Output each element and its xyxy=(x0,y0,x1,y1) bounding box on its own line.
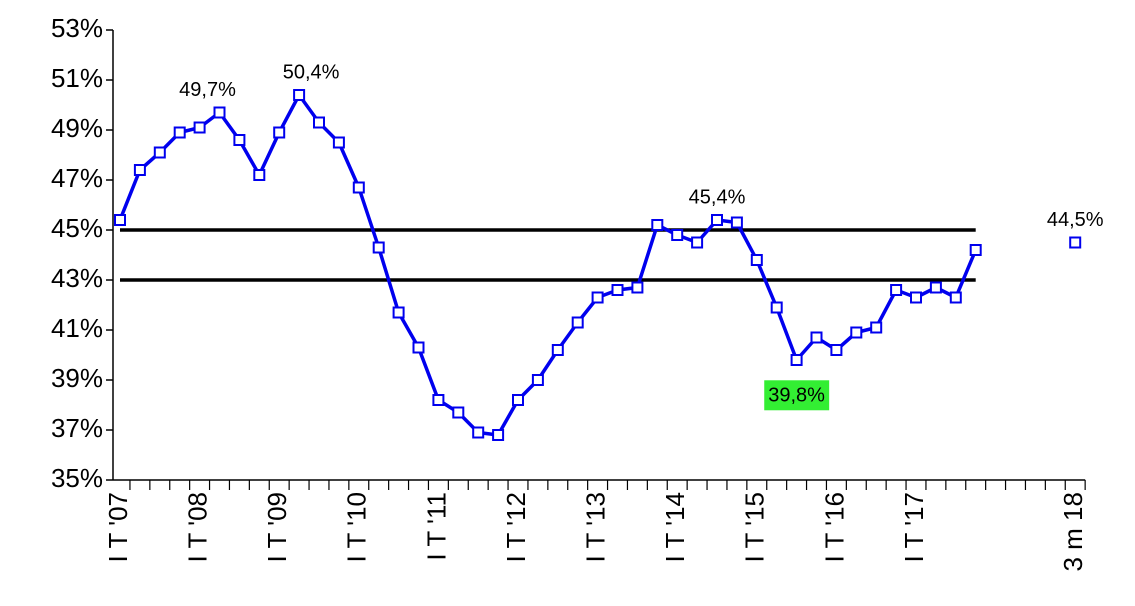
y-tick-label: 37% xyxy=(51,413,103,443)
point-marker xyxy=(273,126,286,139)
point-marker xyxy=(213,106,226,119)
value-label: 39,8% xyxy=(768,384,825,406)
y-tick-label: 51% xyxy=(51,63,103,93)
value-label: 44,5% xyxy=(1047,209,1104,231)
point-marker xyxy=(293,89,306,101)
x-tick-label: I T '08 xyxy=(182,492,212,563)
x-tick-label: I T '11 xyxy=(421,492,451,561)
point-marker xyxy=(969,244,982,256)
point-marker xyxy=(591,291,604,304)
point-marker xyxy=(551,344,564,356)
point-marker xyxy=(472,426,485,439)
point-marker xyxy=(253,169,266,181)
point-marker xyxy=(233,134,246,146)
x-tick-label: I T '12 xyxy=(501,492,531,563)
point-marker xyxy=(392,306,405,319)
x-tick-label: I T '15 xyxy=(740,492,770,563)
point-marker xyxy=(153,146,166,159)
point-marker xyxy=(691,236,704,249)
x-tick-label: I T '10 xyxy=(342,492,372,563)
point-marker xyxy=(492,429,505,441)
x-tick-label: I T '16 xyxy=(819,492,849,563)
point-marker xyxy=(850,326,863,339)
y-tick-label: 39% xyxy=(51,363,103,393)
point-marker xyxy=(611,284,624,296)
point-marker xyxy=(193,121,206,134)
point-marker xyxy=(730,216,743,229)
point-marker xyxy=(929,281,942,294)
label-highlight xyxy=(764,380,830,411)
point-marker xyxy=(133,164,146,176)
point-marker xyxy=(810,331,823,344)
point-marker xyxy=(372,241,385,254)
point-marker xyxy=(631,281,644,294)
y-tick-label: 43% xyxy=(51,263,103,293)
value-label: 49,7% xyxy=(179,79,236,101)
x-tick-label: I T '17 xyxy=(899,492,929,563)
point-marker xyxy=(711,214,723,226)
value-label: 45,4% xyxy=(689,186,746,208)
point-marker xyxy=(452,406,465,419)
point-marker xyxy=(432,394,445,406)
y-tick-label: 47% xyxy=(51,163,103,193)
y-tick-label: 35% xyxy=(51,463,103,493)
point-marker xyxy=(1069,236,1082,249)
point-marker xyxy=(412,341,425,354)
value-label: 50,4% xyxy=(283,61,340,83)
point-marker xyxy=(790,354,803,366)
point-marker xyxy=(313,116,325,129)
y-tick-label: 53% xyxy=(51,13,103,43)
y-tick-label: 49% xyxy=(51,113,103,143)
y-tick-label: 45% xyxy=(51,213,103,243)
point-marker xyxy=(949,291,962,304)
y-tick-label: 41% xyxy=(51,313,103,343)
point-marker xyxy=(531,374,544,386)
x-tick-label: I T '07 xyxy=(103,492,133,563)
x-tick-label: 3 m 18 xyxy=(1058,492,1088,572)
point-marker xyxy=(571,316,584,329)
point-marker xyxy=(352,181,365,194)
point-marker xyxy=(890,284,903,296)
point-marker xyxy=(870,321,883,334)
point-marker xyxy=(910,291,922,304)
point-marker xyxy=(332,136,345,149)
point-marker xyxy=(512,394,524,406)
point-marker xyxy=(671,229,684,241)
x-tick-label: I T '09 xyxy=(262,492,292,563)
point-marker xyxy=(173,126,186,139)
series-line xyxy=(120,95,1075,435)
point-marker xyxy=(114,214,126,226)
x-tick-label: I T '13 xyxy=(580,492,610,563)
point-marker xyxy=(830,344,843,356)
point-marker xyxy=(750,254,763,266)
point-marker xyxy=(651,219,664,231)
point-marker xyxy=(770,301,783,314)
x-tick-label: I T '14 xyxy=(660,492,690,563)
